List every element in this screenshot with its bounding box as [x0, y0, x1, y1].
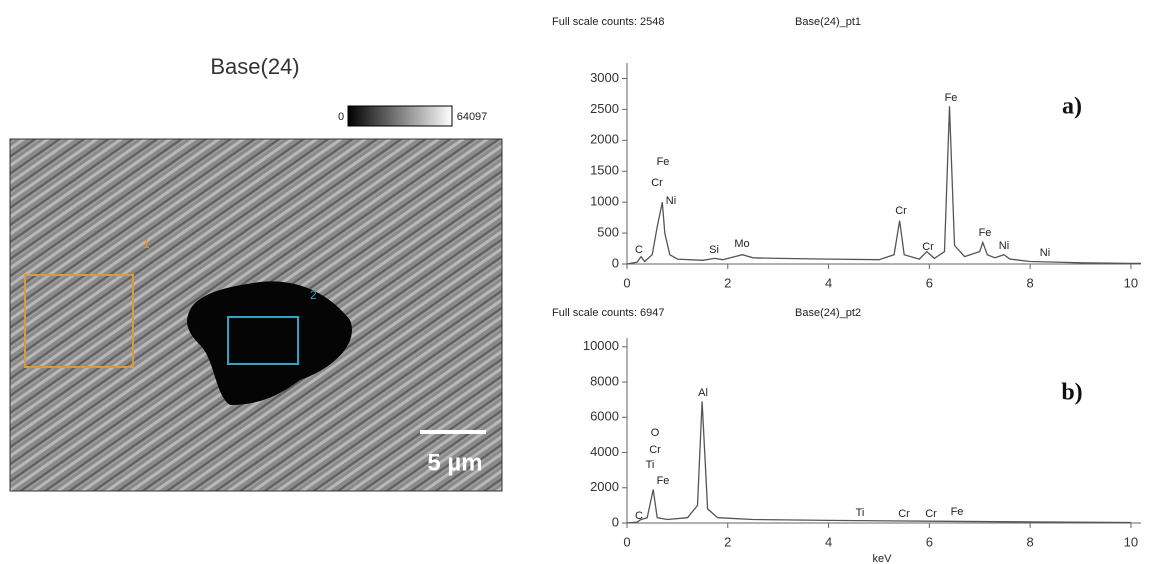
peak-label: Cr: [925, 508, 937, 520]
x-tick-label: 6: [926, 275, 933, 290]
region-box: [227, 316, 299, 365]
peak-label: Cr: [651, 177, 663, 189]
x-tick-label: 2: [724, 534, 731, 549]
y-tick-label: 4000: [590, 444, 619, 459]
y-tick-label: 2000: [590, 479, 619, 494]
peak-label: Ni: [999, 240, 1009, 252]
y-tick-label: 2000: [590, 132, 619, 147]
x-axis-label: keV: [873, 553, 893, 564]
x-tick-label: 2: [724, 275, 731, 290]
peak-label: Cr: [895, 205, 907, 217]
image-title: Base(24): [210, 54, 299, 79]
pore: [187, 281, 352, 405]
peak-label: Si: [709, 244, 719, 256]
y-tick-label: 500: [597, 225, 619, 240]
peak-label: Cr: [649, 444, 661, 456]
panel-tag: b): [1061, 380, 1082, 406]
x-tick-label: 4: [825, 534, 832, 549]
colorbar-max: 64097: [457, 111, 488, 123]
peak-label: Ni: [1040, 247, 1050, 259]
peak-label: Ti: [856, 507, 865, 519]
x-tick-label: 10: [1124, 275, 1138, 290]
y-tick-label: 0: [612, 255, 619, 270]
chart-header: Full scale counts: 6947: [552, 307, 665, 319]
x-tick-label: 8: [1027, 534, 1034, 549]
y-tick-label: 6000: [590, 409, 619, 424]
peak-label: O: [651, 427, 660, 439]
spectrum-line: [626, 106, 1141, 265]
peak-label: Al: [698, 387, 708, 399]
y-tick-label: 1000: [590, 194, 619, 209]
peak-label: Cr: [898, 508, 910, 520]
peak-label: Fe: [951, 506, 964, 518]
sem-panel: Base(24) 0 64097 1 2 5 µm: [9, 54, 503, 492]
region-label: 1: [143, 237, 150, 251]
scale-label: 5 µm: [427, 449, 482, 476]
x-tick-label: 0: [623, 534, 630, 549]
peak-label: Ni: [666, 195, 676, 207]
y-tick-label: 1500: [590, 163, 619, 178]
peak-label: C: [635, 510, 643, 522]
chart-header: Full scale counts: 2548: [552, 16, 665, 28]
chart-title: Base(24)_pt1: [795, 16, 861, 28]
y-tick-label: 3000: [590, 70, 619, 85]
y-tick-label: 2500: [590, 101, 619, 116]
x-tick-label: 6: [926, 534, 933, 549]
y-tick-label: 0: [612, 514, 619, 529]
colorbar: [347, 105, 453, 127]
x-tick-label: 4: [825, 275, 832, 290]
colorbar-min: 0: [338, 111, 344, 123]
peak-label: Fe: [657, 475, 670, 487]
region-box: [24, 274, 134, 368]
x-tick-label: 0: [623, 275, 630, 290]
x-tick-label: 8: [1027, 275, 1034, 290]
peak-label: Fe: [979, 227, 992, 239]
peak-label: Mo: [734, 238, 749, 250]
peak-label: Cr: [922, 241, 934, 253]
peak-label: Ti: [646, 459, 655, 471]
spectrum-line: [626, 401, 1131, 524]
panel-tag: a): [1062, 94, 1082, 120]
x-tick-label: 10: [1124, 534, 1138, 549]
chart-title: Base(24)_pt2: [795, 307, 861, 319]
region-label: 2: [310, 288, 317, 302]
peak-label: Fe: [945, 92, 958, 104]
peak-label: Fe: [657, 156, 670, 168]
y-tick-label: 8000: [590, 373, 619, 388]
y-tick-label: 10000: [583, 338, 619, 353]
peak-label: C: [635, 244, 643, 256]
